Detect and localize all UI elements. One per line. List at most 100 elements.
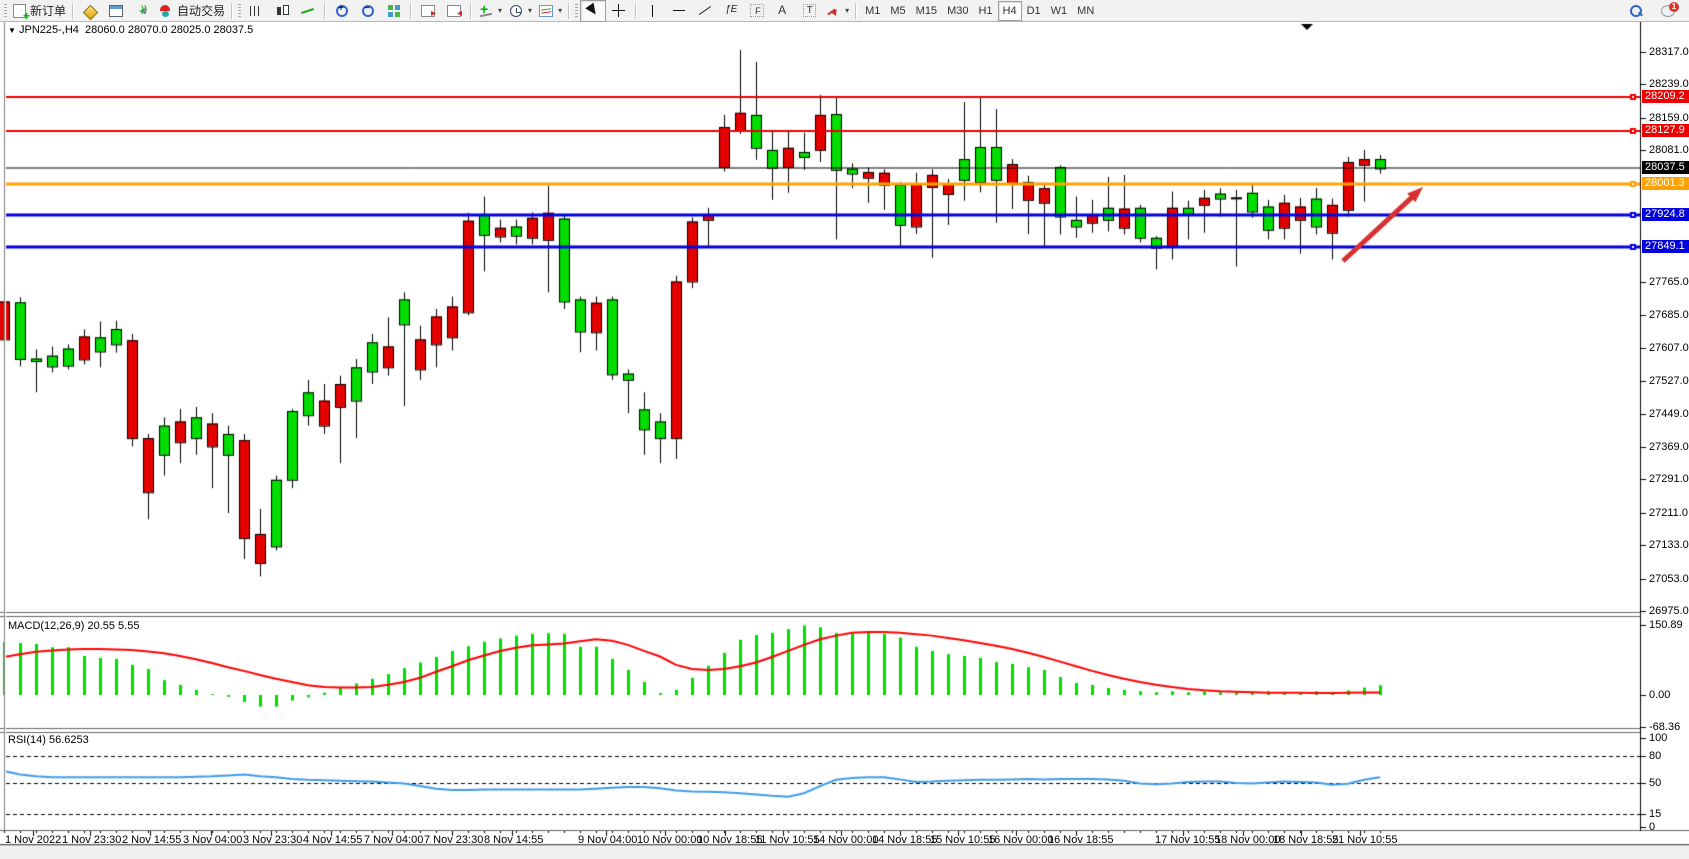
equidistant-channel-icon xyxy=(723,3,739,19)
text-icon xyxy=(775,3,791,19)
time-tick-label: 14 Nov 00:00 xyxy=(813,834,879,846)
vertical-line-icon xyxy=(645,3,661,19)
notifications-button[interactable]: 1 xyxy=(1655,0,1681,22)
symbols-button[interactable] xyxy=(77,0,103,22)
cursor-button[interactable] xyxy=(580,0,607,22)
zoom-out-button[interactable] xyxy=(355,0,381,22)
candlestick-icon xyxy=(274,3,290,19)
line-chart-icon xyxy=(300,3,316,19)
price-tick-label: 27369.0 xyxy=(1649,440,1689,453)
periods-button[interactable]: ▾ xyxy=(505,0,535,22)
price-tick-label: 27211.0 xyxy=(1649,506,1688,519)
timeframe-m15-button[interactable]: M15 xyxy=(915,4,938,17)
time-tick-label: 10 Nov 18:55 xyxy=(697,834,763,846)
rsi-tick-label: 0 xyxy=(1649,821,1656,833)
line-price-label[interactable]: 28209.2 xyxy=(1642,89,1689,103)
line-price-label[interactable]: 28001.3 xyxy=(1642,176,1689,190)
data-window-button[interactable] xyxy=(103,0,129,22)
timeframe-h1-button[interactable]: H1 xyxy=(978,4,993,17)
symbol-period: JPN225-,H4 xyxy=(18,24,79,36)
toolbar-gripper[interactable] xyxy=(4,3,7,18)
new-order-label: 新订单 xyxy=(30,4,67,18)
indicators-button[interactable]: ▾ xyxy=(475,0,505,22)
line-price-label[interactable]: 27924.8 xyxy=(1642,208,1689,222)
rsi-tick-label: 50 xyxy=(1649,776,1662,789)
chart-candles-button[interactable] xyxy=(269,0,295,22)
time-tick-label: 8 Nov 14:55 xyxy=(484,834,544,846)
text-button[interactable] xyxy=(770,0,796,22)
timeframe-m5-button[interactable]: M5 xyxy=(890,4,906,17)
timeframe-mn-button[interactable]: MN xyxy=(1077,4,1095,17)
macd-tick-label: 0.00 xyxy=(1649,689,1671,701)
price-tick-label: 27527.0 xyxy=(1649,375,1689,388)
line-price-label[interactable]: 28037.5 xyxy=(1642,161,1689,175)
timeframe-w1-button[interactable]: W1 xyxy=(1050,4,1068,17)
timeframe-d1-button[interactable]: D1 xyxy=(1026,4,1041,17)
search-button[interactable] xyxy=(1623,0,1649,22)
ohlc-values: 28060.0 28070.0 28025.0 28037.5 xyxy=(85,24,254,36)
arrows-button[interactable]: ▾ xyxy=(822,0,852,22)
indicators-icon xyxy=(478,1,494,19)
sound-button[interactable] xyxy=(129,0,155,22)
chart-bars-button[interactable] xyxy=(243,0,269,22)
rsi-tick-label: 100 xyxy=(1649,732,1668,744)
auto-scroll-icon xyxy=(421,4,436,19)
time-tick-label: 3 Nov 04:00 xyxy=(183,834,243,846)
price-tick-label: 27133.0 xyxy=(1649,539,1689,552)
timeframe-h4-button[interactable]: H4 xyxy=(997,0,1022,21)
chart-line-button[interactable] xyxy=(295,0,321,22)
cursor-icon xyxy=(585,3,601,19)
macd-indicator-label: MACD(12,26,9) 20.55 5.55 xyxy=(8,620,140,632)
new-order-button[interactable]: 新订单 xyxy=(9,0,69,23)
trendline-button[interactable] xyxy=(692,0,718,22)
horizontal-line-button[interactable] xyxy=(666,0,692,22)
price-tick-label: 27607.0 xyxy=(1649,341,1689,354)
line-price-label[interactable]: 28127.9 xyxy=(1642,123,1689,137)
crosshair-button[interactable] xyxy=(606,0,632,22)
chart-area: ▼ JPN225-,H4 28060.0 28070.0 28025.0 280… xyxy=(0,22,1689,846)
price-tick-label: 27765.0 xyxy=(1649,275,1689,288)
time-tick-label: 18 Nov 00:00 xyxy=(1215,834,1281,846)
time-tick-label: 10 Nov 00:00 xyxy=(637,834,703,846)
time-tick-label: 3 Nov 23:30 xyxy=(243,834,303,846)
time-tick-label: 7 Nov 04:00 xyxy=(364,834,424,846)
time-tick-label: 15 Nov 10:55 xyxy=(930,834,996,846)
text-label-icon xyxy=(802,4,816,17)
fibonacci-button[interactable] xyxy=(744,0,770,22)
zoom-in-button[interactable] xyxy=(329,0,355,22)
new-order-icon xyxy=(13,3,30,23)
data-window-icon xyxy=(109,4,124,17)
arrow-tool-icon xyxy=(825,3,841,19)
time-tick-label: 7 Nov 23:30 xyxy=(424,834,484,846)
time-tick-label: 16 Nov 00:00 xyxy=(988,834,1054,846)
time-tick-label: 17 Nov 10:55 xyxy=(1155,834,1221,846)
chart-title: ▼ JPN225-,H4 28060.0 28070.0 28025.0 280… xyxy=(8,24,253,36)
macd-tick-label: -68.36 xyxy=(1649,720,1681,733)
status-bar xyxy=(0,845,1689,859)
auto-trading-button[interactable]: 自动交易 xyxy=(155,0,228,22)
line-price-label[interactable]: 27849.1 xyxy=(1642,239,1689,253)
templates-button[interactable]: ▾ xyxy=(535,0,565,22)
price-tick-label: 28317.0 xyxy=(1649,46,1689,58)
auto-scroll-button[interactable] xyxy=(415,0,441,22)
time-tick-label: 21 Nov 10:55 xyxy=(1332,834,1398,846)
timeframe-m1-button[interactable]: M1 xyxy=(865,4,881,17)
time-tick-label: 18 Nov 18:55 xyxy=(1273,834,1339,846)
vertical-line-button[interactable] xyxy=(640,0,666,22)
tile-windows-button[interactable] xyxy=(381,0,407,22)
macd-tick-label: 150.89 xyxy=(1649,619,1683,631)
channel-button[interactable] xyxy=(718,0,744,22)
clock-icon xyxy=(508,3,524,19)
collapse-marker[interactable]: ▼ xyxy=(8,26,16,35)
chart-canvas[interactable] xyxy=(0,22,1689,845)
price-tick-label: 27685.0 xyxy=(1649,309,1689,322)
time-tick-label: 4 Nov 14:55 xyxy=(303,834,363,846)
price-tick-label: 28159.0 xyxy=(1649,111,1689,124)
time-tick-label: 16 Nov 18:55 xyxy=(1048,834,1114,846)
price-tick-label: 27291.0 xyxy=(1649,473,1689,486)
timeframe-m30-button[interactable]: M30 xyxy=(947,4,969,17)
text-label-button[interactable] xyxy=(796,0,822,22)
chart-shift-button[interactable] xyxy=(441,0,467,22)
time-tick-label: 1 Nov 2022 xyxy=(5,834,62,846)
